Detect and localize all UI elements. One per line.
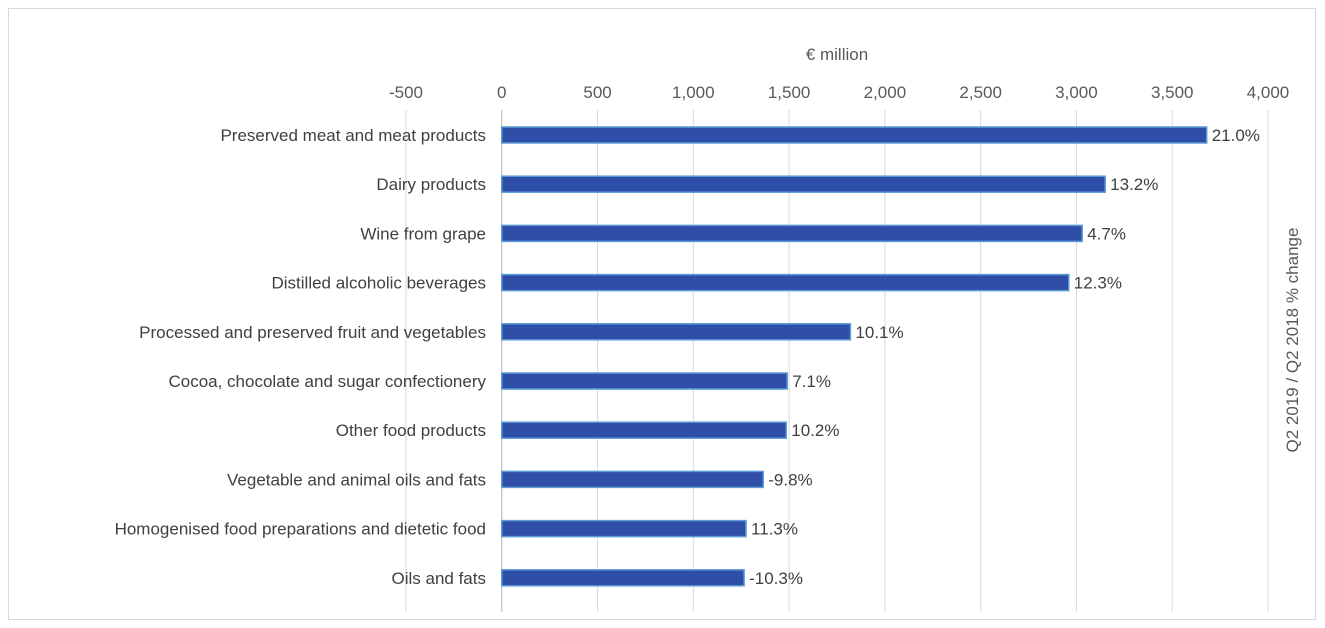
data-label: 4.7% [1087,224,1126,243]
category-label: Homogenised food preparations and dietet… [115,520,486,539]
bar [501,421,787,439]
category-label: Distilled alcoholic beverages [271,274,486,293]
data-label: 7.1% [792,372,831,391]
data-label: 13.2% [1110,175,1158,194]
x-tick-label: 3,500 [1151,83,1194,102]
bars [501,126,1208,587]
category-label: Dairy products [376,175,486,194]
data-label: 21.0% [1212,126,1260,145]
category-label: Oils and fats [392,569,487,588]
x-tick-label: 2,000 [864,83,907,102]
data-label: 10.2% [791,421,839,440]
bar [501,372,788,390]
chart-frame [8,8,1316,620]
bar [501,519,747,538]
gridlines [405,110,1269,612]
bar [501,470,765,489]
data-label: -10.3% [749,569,803,588]
category-label: Preserved meat and meat products [220,126,486,145]
category-label: Vegetable and animal oils and fats [227,470,486,489]
bar [501,323,852,341]
data-label: -9.8% [768,470,812,489]
data-label: 12.3% [1074,274,1122,293]
category-label: Cocoa, chocolate and sugar confectionery [168,372,486,391]
bar [501,569,745,587]
category-labels: Preserved meat and meat products Dairy pr… [115,126,487,588]
x-tick-labels: -500 0 500 1,000 1,500 2,000 2,500 3,000 3,500 4,… [389,83,1289,102]
x-axis-title: € million [806,45,868,64]
x-tick-label: 1,500 [768,83,811,102]
data-labels: 21.0% 13.2% 4.7% 12.3% 10.1% 7.1% 10.2% -9.8% 11… [749,126,1260,588]
x-tick-label: 4,000 [1247,83,1290,102]
x-tick-label: 1,000 [672,83,715,102]
category-label: Processed and preserved fruit and vegeta… [139,323,486,342]
x-tick-label: 0 [497,83,506,102]
category-label: Other food products [336,421,486,440]
x-tick-label: 500 [583,83,611,102]
data-label: 10.1% [855,323,903,342]
bar [501,273,1070,292]
x-tick-label: 3,000 [1055,83,1098,102]
bar [501,175,1106,193]
bar [501,126,1208,144]
bar [501,224,1083,243]
secondary-axis-title: Q2 2019 / Q2 2018 % change [1283,228,1302,453]
x-tick-label: -500 [389,83,423,102]
data-label: 11.3% [751,520,798,539]
category-label: Wine from grape [360,224,486,243]
x-tick-label: 2,500 [959,83,1002,102]
